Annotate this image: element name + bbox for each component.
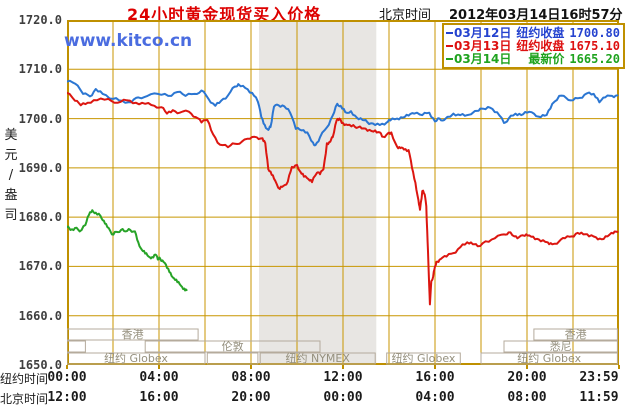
session-bar	[66, 352, 206, 365]
session-bar	[503, 340, 618, 353]
legend-row: 03月14日 最新价 1665.20	[446, 51, 620, 66]
session-label: 纽约 Globex	[392, 351, 456, 365]
session-label: 纽约 Globex	[517, 351, 581, 365]
legend-value: 1700.80	[569, 25, 620, 40]
legend-date: 03月14日	[454, 52, 512, 66]
x-tick-label-bj_times: 11:59	[579, 390, 619, 405]
session-label: 悉尼	[550, 340, 572, 353]
legend-row: 03月12日 纽约收盘 1700.80	[446, 25, 620, 40]
legend-series-name: 纽约收盘	[516, 26, 565, 40]
x-axis-tick-mark	[434, 365, 436, 369]
legend-date: 03月13日	[454, 39, 512, 53]
session-label: 香港	[565, 328, 587, 341]
x-axis-tick-mark	[158, 365, 160, 369]
price-series-line	[66, 209, 188, 292]
session-bar	[144, 340, 321, 353]
current-datetime: 2012年03月14日16时57分	[449, 8, 623, 23]
session-label: 纽约 NYMEX	[285, 351, 350, 365]
legend-series-name: 最新价	[528, 52, 565, 66]
y-tick-label: 1670.0	[18, 259, 62, 274]
legend-value: 1675.10	[569, 38, 620, 53]
session-label: 伦敦	[222, 339, 244, 353]
y-tick-label: 1720.0	[18, 13, 62, 27]
legend-line-marker	[446, 31, 453, 34]
y-tick-label: 1700.0	[18, 111, 62, 126]
x-axis-tick-mark	[526, 365, 528, 369]
legend-box: 03月12日 纽约收盘 1700.80 03月13日 纽约收盘 1675.10 03月14日…	[442, 23, 625, 69]
legend-row: 03月13日 纽约收盘 1675.10	[446, 38, 620, 53]
x-axis-tick-mark	[250, 365, 252, 369]
legend-line-marker	[446, 57, 453, 60]
price-series-line	[66, 79, 619, 147]
x-tick-label-ny_times: 00:00	[47, 370, 87, 385]
x-tick-label-bj_times: 08:00	[507, 390, 547, 405]
y-axis-unit-label: 美 元 / 盎 司	[4, 128, 18, 223]
session-bar	[533, 328, 618, 341]
x-tick-label-ny_times: 23:59	[579, 370, 619, 385]
session-bar	[66, 328, 199, 341]
x-axis-tick-mark	[618, 365, 620, 369]
price-chart: 香港 香港 伦敦 悉尼 纽约 Globex 纽约 NYMEX 纽约 Globex 纽约 Glo…	[66, 20, 619, 365]
x-tick-label-bj_times: 00:00	[323, 390, 363, 405]
x-tick-label-ny_times: 08:00	[231, 370, 271, 385]
session-bar	[259, 352, 376, 365]
legend-date: 03月12日	[454, 26, 512, 40]
y-tick-label: 1650.0	[18, 358, 62, 372]
ny-time-header: 纽约时间	[0, 372, 49, 386]
x-tick-label-ny_times: 20:00	[507, 370, 547, 385]
bj-time-header: 北京时间	[0, 392, 49, 406]
y-tick-label: 1710.0	[18, 62, 62, 77]
session-label: 香港	[122, 328, 144, 341]
session-bar	[480, 352, 618, 365]
y-tick-label: 1660.0	[18, 308, 62, 323]
y-tick-label: 1680.0	[18, 210, 62, 225]
y-tick-label: 1690.0	[18, 160, 62, 175]
page-title: 24小时黄金现货买入价格	[127, 5, 322, 24]
x-tick-label-bj_times: 12:00	[47, 390, 87, 405]
x-axis-tick-mark	[342, 365, 344, 369]
kitco-watermark-link[interactable]: www.kitco.cn	[64, 31, 193, 51]
x-tick-label-ny_times: 16:00	[415, 370, 455, 385]
session-bar	[206, 352, 259, 365]
x-tick-label-ny_times: 04:00	[139, 370, 179, 385]
price-series-line	[66, 91, 619, 306]
legend-value: 1665.20	[569, 51, 620, 66]
legend-series-name: 纽约收盘	[516, 39, 565, 53]
x-axis-tick-mark	[66, 365, 68, 369]
session-bar	[66, 340, 86, 353]
legend-line-marker	[446, 44, 453, 47]
x-tick-label-bj_times: 04:00	[415, 390, 455, 405]
session-label: 纽约 Globex	[104, 351, 168, 365]
beijing-time-label: 北京时间	[379, 8, 432, 23]
session-bar	[386, 352, 461, 365]
nymex-session-band	[259, 20, 377, 365]
x-tick-label-bj_times: 20:00	[231, 390, 271, 405]
x-tick-label-ny_times: 12:00	[323, 370, 363, 385]
x-tick-label-bj_times: 16:00	[139, 390, 179, 405]
